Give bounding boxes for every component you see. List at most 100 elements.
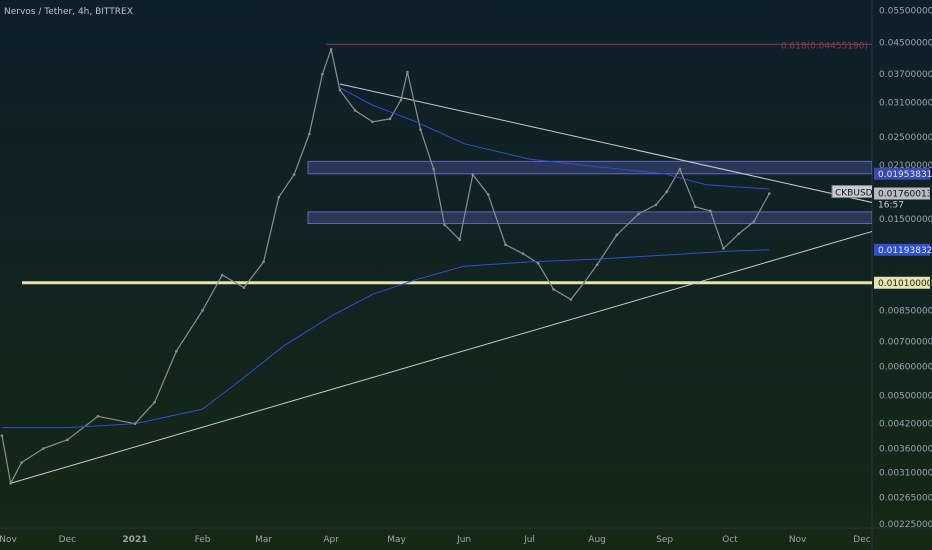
price-point xyxy=(709,209,712,213)
countdown-label: 16:57 xyxy=(878,201,904,211)
x-tick-label: Apr xyxy=(323,535,339,545)
y-tick-label: 0.00600000 xyxy=(879,362,932,372)
moving-average-line xyxy=(2,249,770,429)
price-point xyxy=(153,400,156,404)
symbol-label: CKBUSDT xyxy=(835,189,879,199)
price-point xyxy=(722,247,725,250)
y-tick-label: 0.00265000 xyxy=(879,494,932,504)
price-point xyxy=(595,263,599,267)
upper-channel-tag: 0.01953831 xyxy=(878,170,932,180)
last-price-tag-bg xyxy=(874,187,930,200)
y-tick-label: 0.04500000 xyxy=(879,39,932,49)
price-point xyxy=(262,260,265,264)
price-point xyxy=(353,109,357,112)
x-tick-label: Sep xyxy=(656,535,673,545)
price-point xyxy=(308,132,311,136)
price-point xyxy=(242,286,246,289)
price-point xyxy=(66,438,69,442)
price-point xyxy=(693,205,697,209)
support-line xyxy=(22,281,872,285)
y-tick-label: 0.02500000 xyxy=(879,133,932,143)
price-point xyxy=(637,212,640,216)
support-tag: 0.01010000 xyxy=(878,279,932,289)
price-point xyxy=(371,120,374,124)
x-tick-label: Oct xyxy=(722,535,738,545)
y-tick-label: 0.03700000 xyxy=(879,70,932,80)
price-point xyxy=(767,192,771,195)
y-tick-label: 0.00500000 xyxy=(879,392,932,402)
price-line xyxy=(1,48,770,484)
upper-moving-average-line xyxy=(339,87,770,190)
price-point xyxy=(458,238,462,242)
price-point xyxy=(329,47,333,51)
price-point xyxy=(486,193,490,196)
price-point xyxy=(521,252,525,256)
price-point xyxy=(552,287,555,291)
price-point xyxy=(406,70,409,74)
time-axis: Nov Dec 2021 Feb Mar Apr May Jun Jul Aug Sep Oct Nov… xyxy=(0,535,871,545)
x-tick-label: May xyxy=(387,535,406,545)
price-point xyxy=(443,223,446,226)
x-tick-label: Mar xyxy=(255,535,272,545)
x-tick-label: 2021 xyxy=(122,535,147,545)
upper-channel-zone xyxy=(307,160,872,175)
price-point xyxy=(9,481,13,485)
price-point xyxy=(615,233,618,237)
ascending-trendline xyxy=(10,230,872,484)
y-tick-label: 0.05500000 xyxy=(879,6,932,16)
x-tick-label: Jul xyxy=(523,535,535,545)
price-point xyxy=(201,309,204,312)
price-point xyxy=(96,414,100,418)
x-tick-label: Jun xyxy=(456,535,471,545)
price-point xyxy=(569,298,573,301)
ma-tag: 0.01193832 xyxy=(878,246,932,256)
descending-trendline xyxy=(339,83,872,203)
x-tick-label: Aug xyxy=(588,535,606,545)
price-point xyxy=(277,195,281,199)
x-tick-label: Feb xyxy=(195,535,211,545)
price-point xyxy=(220,273,224,277)
support-tag-bg xyxy=(874,276,930,289)
y-tick-label: 0.03100000 xyxy=(879,99,932,109)
x-tick-label: Dec xyxy=(853,535,870,545)
y-tick-label: 0.01500000 xyxy=(879,215,932,225)
chart-title: Nervos / Tether, 4h, BITTREX xyxy=(4,7,133,17)
x-tick-label: Nov xyxy=(0,535,17,545)
price-point xyxy=(321,72,324,76)
x-tick-label: Dec xyxy=(59,535,76,545)
price-point xyxy=(0,434,4,437)
price-point xyxy=(388,117,392,121)
fib-0618-label: 0.618(0.04455190) xyxy=(781,41,868,51)
lower-channel-zone xyxy=(307,211,872,225)
y-tick-label: 0.00310000 xyxy=(879,469,932,479)
y-tick-label: 0.00850000 xyxy=(879,306,932,316)
y-tick-label: 0.00420000 xyxy=(879,420,932,430)
price-point xyxy=(338,88,342,92)
y-tick-label: 0.00225000 xyxy=(879,520,932,530)
price-point xyxy=(665,190,669,194)
upper-channel-tag-bg xyxy=(874,167,930,180)
price-point xyxy=(292,173,296,176)
price-point xyxy=(419,128,422,131)
price-point xyxy=(536,262,540,265)
price-point xyxy=(175,349,178,353)
price-point xyxy=(752,220,756,223)
price-point xyxy=(737,232,741,236)
y-tick-label: 0.02100000 xyxy=(879,161,932,171)
ma-tag-bg xyxy=(874,243,930,256)
symbol-badge xyxy=(831,185,872,199)
price-point xyxy=(133,422,137,426)
price-axis: 0.05500000 0.04500000 0.03700000 0.03100000… xyxy=(874,6,932,530)
x-tick-label: Nov xyxy=(789,535,807,545)
price-point xyxy=(471,173,475,176)
price-point xyxy=(654,203,658,207)
y-tick-label: 0.00360000 xyxy=(879,445,932,455)
price-point xyxy=(432,167,435,171)
y-tick-label: 0.00700000 xyxy=(879,338,932,348)
price-point xyxy=(504,243,507,246)
price-point xyxy=(20,461,23,464)
price-point xyxy=(582,281,586,285)
